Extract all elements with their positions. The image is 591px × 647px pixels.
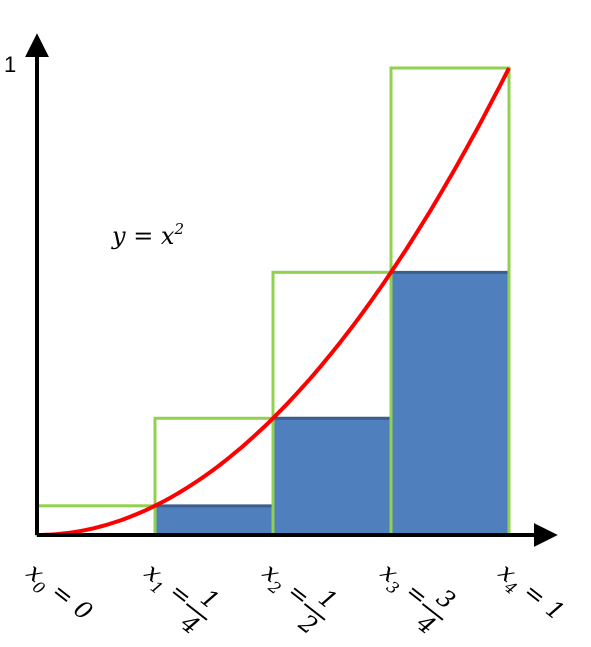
x-tick-label-2: x2=12 <box>254 558 342 641</box>
tick-equals: = <box>400 577 433 611</box>
curve-label-base: y = x <box>111 222 175 250</box>
tick-fraction-bar <box>421 603 444 621</box>
tick-fraction-numerator: 1 <box>313 584 342 615</box>
tick-equals: = <box>46 577 79 611</box>
lower-rectangle-2 <box>273 418 391 535</box>
tick-equals: = <box>282 577 315 611</box>
x-tick-label-1: x1=14 <box>136 558 224 641</box>
curve-y-equals-x-squared <box>37 67 511 537</box>
tick-value: 0 <box>68 595 97 626</box>
svg-text:x4=1: x4=1 <box>490 558 570 630</box>
tick-fraction-denominator: 2 <box>293 608 323 640</box>
svg-text:x0=0: x0=0 <box>18 558 98 630</box>
y-axis-max-label: 1 <box>4 52 16 77</box>
lower-sum-rectangles <box>155 270 509 535</box>
lower-rectangle-3 <box>391 272 509 535</box>
tick-fraction-bar <box>303 603 326 621</box>
tick-fraction-numerator: 1 <box>195 584 224 615</box>
x-tick-label-0: x0=0 <box>18 558 98 630</box>
tick-fraction-numerator: 3 <box>431 584 460 615</box>
x-tick-label-3: x3=34 <box>372 558 460 641</box>
tick-fraction-denominator: 4 <box>175 608 205 640</box>
svg-text:x2=: x2= <box>254 558 315 616</box>
lower-rectangle-1 <box>155 505 273 535</box>
svg-text:x1=: x1= <box>136 558 197 616</box>
upper-rectangle-0 <box>35 504 157 537</box>
x-tick-label-4: x4=1 <box>490 558 570 630</box>
tick-equals: = <box>164 577 197 611</box>
curve-label-exponent: 2 <box>173 220 184 238</box>
svg-text:x3=: x3= <box>372 558 433 616</box>
curve-layer <box>37 67 511 537</box>
tick-equals: = <box>518 577 551 611</box>
tick-fraction-bar <box>185 603 208 621</box>
tick-value: 1 <box>540 595 569 626</box>
curve-label: y = x2 <box>111 220 184 250</box>
tick-fraction-denominator: 4 <box>411 608 441 640</box>
